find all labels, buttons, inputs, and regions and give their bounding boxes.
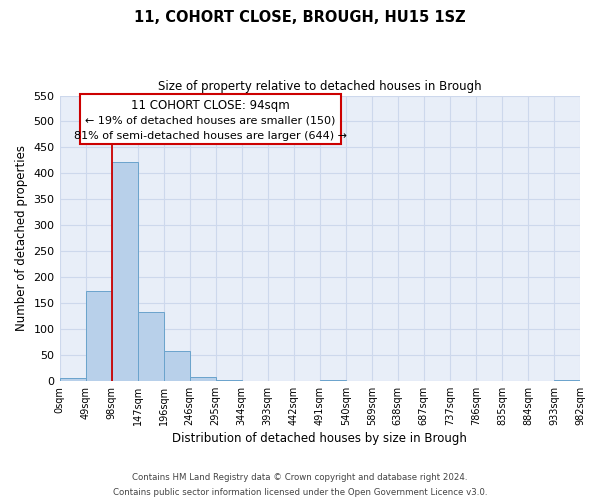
FancyBboxPatch shape — [80, 94, 341, 144]
Bar — [215, 380, 242, 381]
Bar — [320, 380, 346, 381]
Bar — [112, 162, 137, 381]
Text: 81% of semi-detached houses are larger (644) →: 81% of semi-detached houses are larger (… — [74, 130, 347, 140]
Bar — [190, 376, 215, 381]
Text: ← 19% of detached houses are smaller (150): ← 19% of detached houses are smaller (15… — [85, 116, 335, 126]
Bar — [86, 291, 112, 381]
Bar — [59, 378, 86, 381]
Bar — [554, 380, 580, 381]
Text: Contains HM Land Registry data © Crown copyright and database right 2024.: Contains HM Land Registry data © Crown c… — [132, 473, 468, 482]
Text: Contains public sector information licensed under the Open Government Licence v3: Contains public sector information licen… — [113, 488, 487, 497]
Bar — [137, 312, 164, 381]
Text: 11, COHORT CLOSE, BROUGH, HU15 1SZ: 11, COHORT CLOSE, BROUGH, HU15 1SZ — [134, 10, 466, 25]
X-axis label: Distribution of detached houses by size in Brough: Distribution of detached houses by size … — [172, 432, 467, 445]
Bar — [164, 350, 190, 381]
Title: Size of property relative to detached houses in Brough: Size of property relative to detached ho… — [158, 80, 482, 93]
Text: 11 COHORT CLOSE: 94sqm: 11 COHORT CLOSE: 94sqm — [131, 98, 290, 112]
Y-axis label: Number of detached properties: Number of detached properties — [15, 145, 28, 331]
